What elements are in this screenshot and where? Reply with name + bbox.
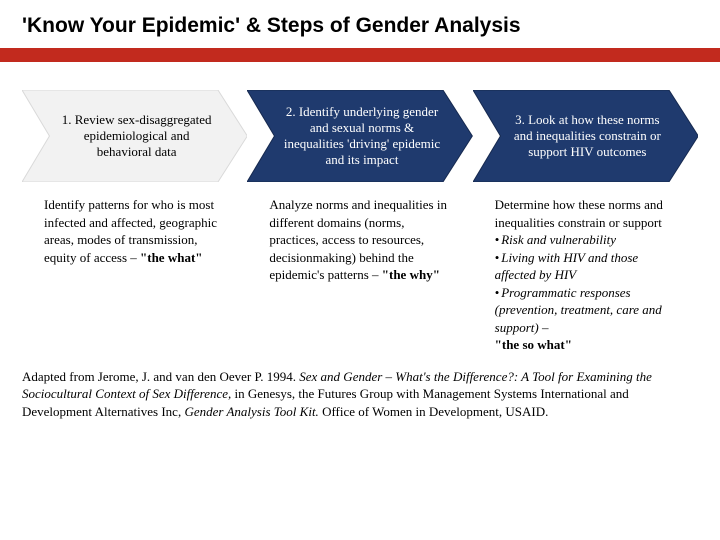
step-3-body: Determine how these norms and inequaliti… [473,196,698,354]
step-1-body: Identify patterns for who is most infect… [22,196,247,266]
step-1: 1. Review sex-disaggregated epidemiologi… [22,90,247,354]
source-citation: Adapted from Jerome, J. and van den Oeve… [0,354,720,421]
step-3: 3. Look at how these norms and inequalit… [473,90,698,354]
step-3-chevron: 3. Look at how these norms and inequalit… [473,90,698,182]
step-3-label: 3. Look at how these norms and inequalit… [507,96,668,176]
step-1-chevron: 1. Review sex-disaggregated epidemiologi… [22,90,247,182]
step-2-chevron: 2. Identify underlying gender and sexual… [247,90,472,182]
step-2-body: Analyze norms and inequalities in differ… [247,196,472,284]
step-2-label: 2. Identify underlying gender and sexual… [281,96,442,176]
step-1-label: 1. Review sex-disaggregated epidemiologi… [56,96,217,176]
steps-row: 1. Review sex-disaggregated epidemiologi… [0,90,720,354]
divider-red [0,48,720,62]
step-2: 2. Identify underlying gender and sexual… [247,90,472,354]
page-title: 'Know Your Epidemic' & Steps of Gender A… [0,0,720,48]
